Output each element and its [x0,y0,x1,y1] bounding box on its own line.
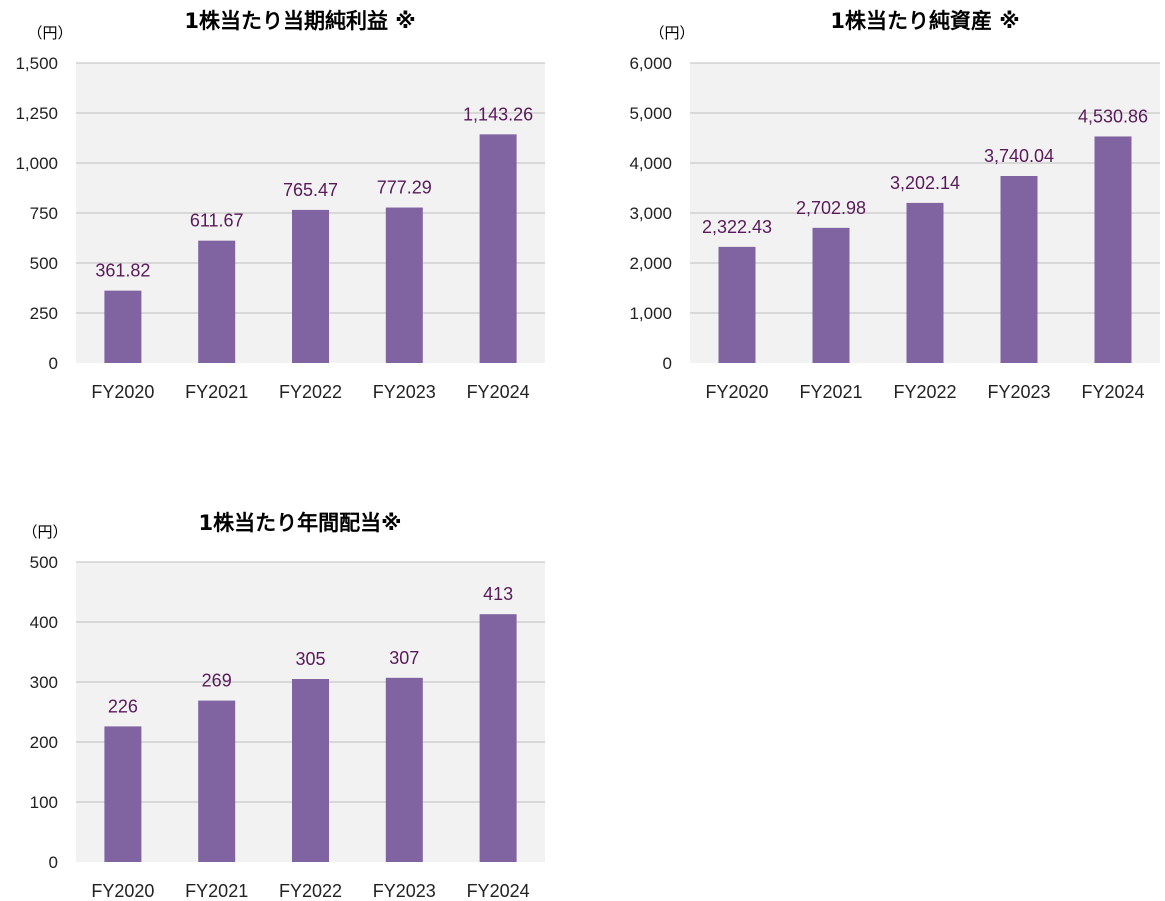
data-label: 4,530.86 [1078,106,1148,126]
bar [479,614,517,862]
bar [718,246,756,363]
y-tick-label: 750 [30,204,58,223]
bar [292,209,329,363]
y-tick-label: 250 [30,304,58,323]
bar [906,202,944,363]
chart-3: 1株当たり年間配当※ （円） 0 100 200 300 400 500 226 FY2020 26… [22,511,545,901]
bar [385,207,423,363]
data-label: 1,143.26 [463,104,533,124]
y-unit-label: （円） [649,24,694,42]
data-label: 611.67 [190,211,244,231]
y-tick-label: 5,000 [629,104,672,123]
y-tick-label: 1,250 [15,104,58,123]
x-tick-label: FY2020 [705,382,768,402]
y-tick-label: 0 [663,354,672,373]
y-tick-label: 500 [30,254,58,273]
y-tick-label: 1,000 [15,154,58,173]
y-tick-label: 4,000 [629,154,672,173]
y-tick-label: 6,000 [629,54,672,73]
x-tick-label: FY2022 [893,382,956,402]
data-label: 361.82 [95,261,150,281]
y-tick-label: 500 [30,553,58,572]
data-label: 226 [108,696,138,716]
y-unit-label: （円） [22,523,67,541]
y-tick-label: 300 [30,673,58,692]
x-tick-label: FY2020 [91,881,154,901]
x-tick-label: FY2021 [799,382,862,402]
x-tick-label: FY2022 [279,382,342,402]
y-tick-label: 400 [30,613,58,632]
chart-title: 1株当たり純資産 ※ [830,9,1019,33]
bar [385,677,423,862]
y-tick-label: 2,000 [629,254,672,273]
bar [1094,136,1132,363]
bar [104,290,142,363]
bar [198,240,236,363]
data-label: 307 [389,648,419,668]
x-tick-label: FY2023 [373,881,436,901]
bar [198,700,236,862]
x-tick-label: FY2023 [373,382,436,402]
x-tick-label: FY2024 [1081,382,1144,402]
x-tick-label: FY2021 [185,881,248,901]
data-label: 305 [295,649,325,669]
x-tick-label: FY2024 [467,382,530,402]
y-unit-label: （円） [27,24,72,42]
bar [812,227,850,363]
chart-1: 1株当たり当期純利益 ※ （円） 0 250 500 750 1,000 1,250 1,500… [15,9,545,402]
y-tick-label: 0 [49,853,58,872]
x-tick-label: FY2024 [467,881,530,901]
x-tick-label: FY2021 [185,382,248,402]
x-tick-label: FY2022 [279,881,342,901]
data-label: 3,202.14 [890,173,960,193]
y-tick-label: 1,500 [15,54,58,73]
data-label: 777.29 [377,178,432,198]
data-label: 2,702.98 [796,198,866,218]
y-tick-label: 200 [30,733,58,752]
x-tick-label: FY2023 [987,382,1050,402]
data-label: 413 [483,584,513,604]
bar [1000,175,1038,363]
data-label: 269 [202,671,232,691]
chart-title: 1株当たり年間配当※ [198,511,401,535]
data-label: 2,322.43 [702,217,772,237]
chart-title: 1株当たり当期純利益 ※ [184,9,415,33]
bar [292,679,329,862]
data-label: 765.47 [283,180,338,200]
y-tick-label: 3,000 [629,204,672,223]
bar [104,726,142,862]
x-tick-label: FY2020 [91,382,154,402]
bar [479,134,517,363]
data-label: 3,740.04 [984,146,1054,166]
chart-2: 1株当たり純資産 ※ （円） 0 1,000 2,000 3,000 4,000 5,000 6… [629,9,1160,402]
y-tick-label: 0 [49,354,58,373]
y-tick-label: 100 [30,793,58,812]
y-tick-label: 1,000 [629,304,672,323]
